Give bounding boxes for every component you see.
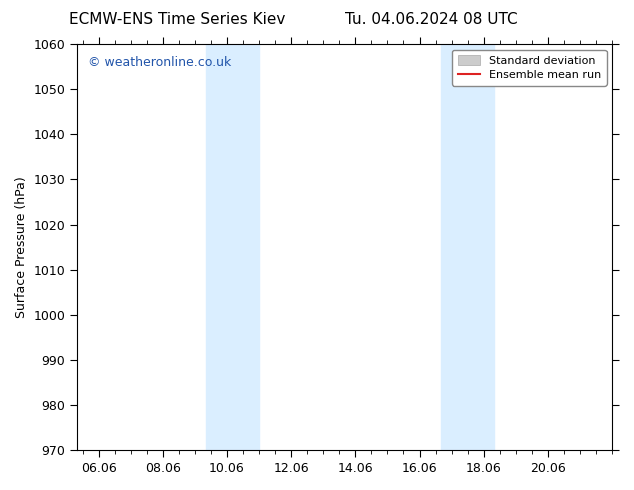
Legend: Standard deviation, Ensemble mean run: Standard deviation, Ensemble mean run: [452, 49, 607, 86]
Y-axis label: Surface Pressure (hPa): Surface Pressure (hPa): [15, 176, 28, 318]
Bar: [205, 44, 259, 450]
Text: ECMW-ENS Time Series Kiev: ECMW-ENS Time Series Kiev: [69, 12, 286, 27]
Text: Tu. 04.06.2024 08 UTC: Tu. 04.06.2024 08 UTC: [345, 12, 517, 27]
Bar: [441, 44, 495, 450]
Text: © weatheronline.co.uk: © weatheronline.co.uk: [88, 56, 231, 69]
